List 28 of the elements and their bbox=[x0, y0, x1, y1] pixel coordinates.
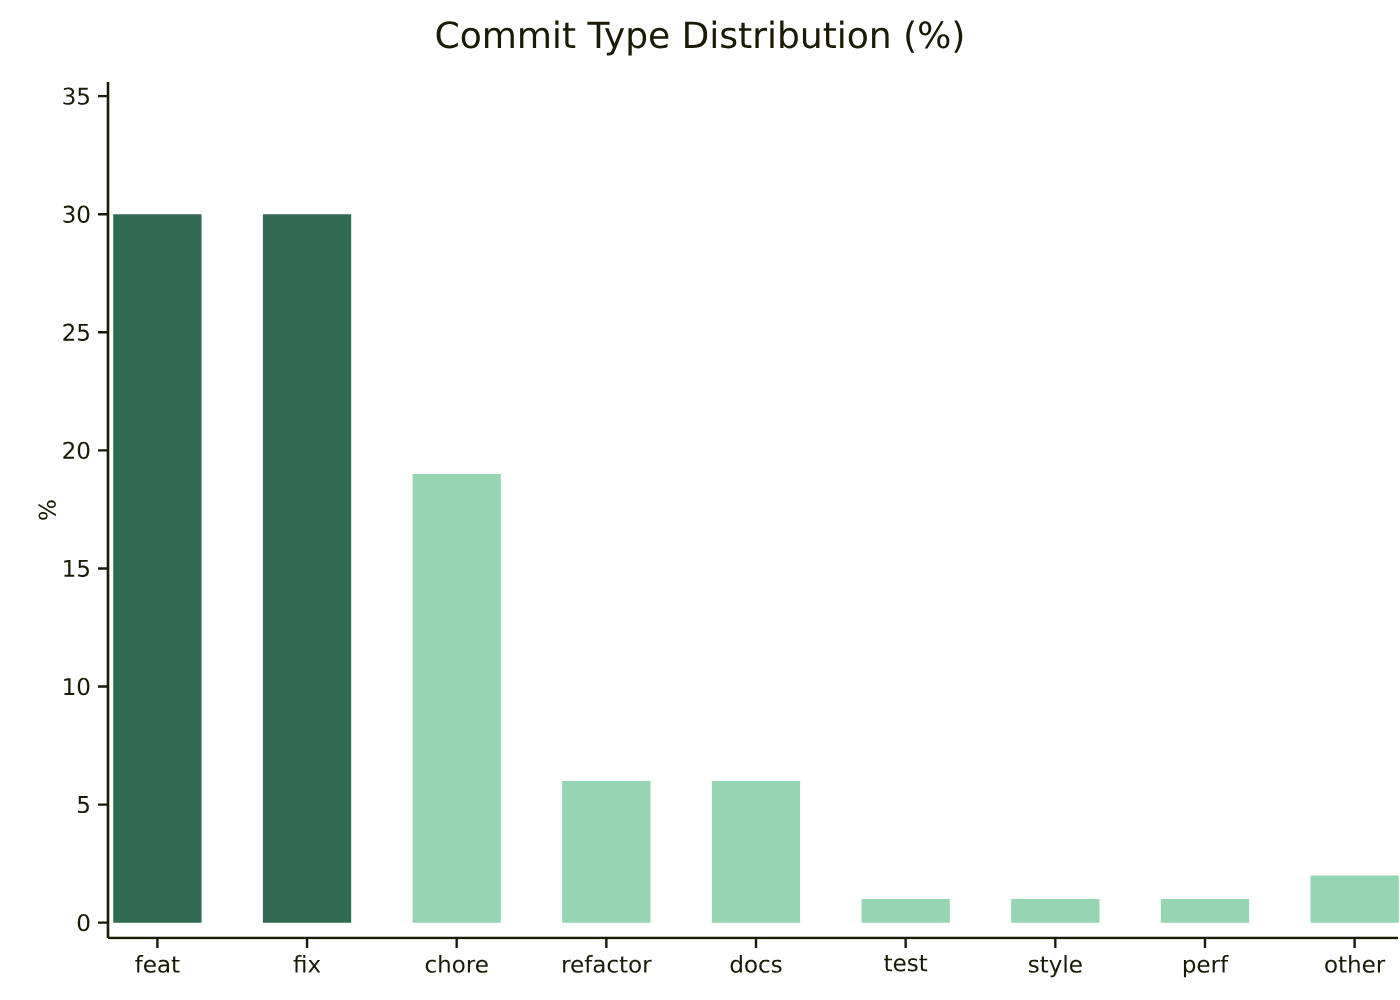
bar bbox=[711, 780, 801, 923]
y-tick-label: 30 bbox=[63, 205, 90, 223]
y-tick-label: 15 bbox=[64, 559, 89, 577]
bar bbox=[1011, 899, 1100, 923]
x-tick-label: docs bbox=[730, 955, 782, 973]
x-tick-label: chore bbox=[425, 955, 488, 973]
x-tick-label: style bbox=[1028, 955, 1082, 978]
x-tick-label: perf bbox=[1183, 955, 1229, 978]
y-tick-label: 0 bbox=[77, 913, 90, 932]
x-tick-label: other bbox=[1325, 955, 1386, 973]
y-tick-label: 25 bbox=[63, 323, 89, 341]
y-tick-label: 35 bbox=[63, 87, 89, 105]
bar bbox=[262, 214, 352, 923]
bar bbox=[113, 214, 202, 923]
x-tick-label: refactor bbox=[563, 955, 652, 973]
y-tick-label: 10 bbox=[64, 677, 90, 696]
y-tick-label: 20 bbox=[63, 441, 90, 460]
bar bbox=[562, 780, 651, 923]
x-tick-label: fix bbox=[293, 955, 321, 973]
chart-title: Commit Type Distribution (%) bbox=[436, 20, 963, 56]
bar bbox=[412, 473, 501, 923]
y-axis-title: % bbox=[38, 500, 56, 520]
x-tick-label: feat bbox=[135, 955, 180, 973]
bar bbox=[861, 899, 950, 923]
y-tick-label: 5 bbox=[78, 796, 89, 814]
x-tick-label: test bbox=[884, 955, 928, 972]
bar bbox=[1310, 875, 1399, 923]
bar bbox=[1160, 899, 1250, 923]
